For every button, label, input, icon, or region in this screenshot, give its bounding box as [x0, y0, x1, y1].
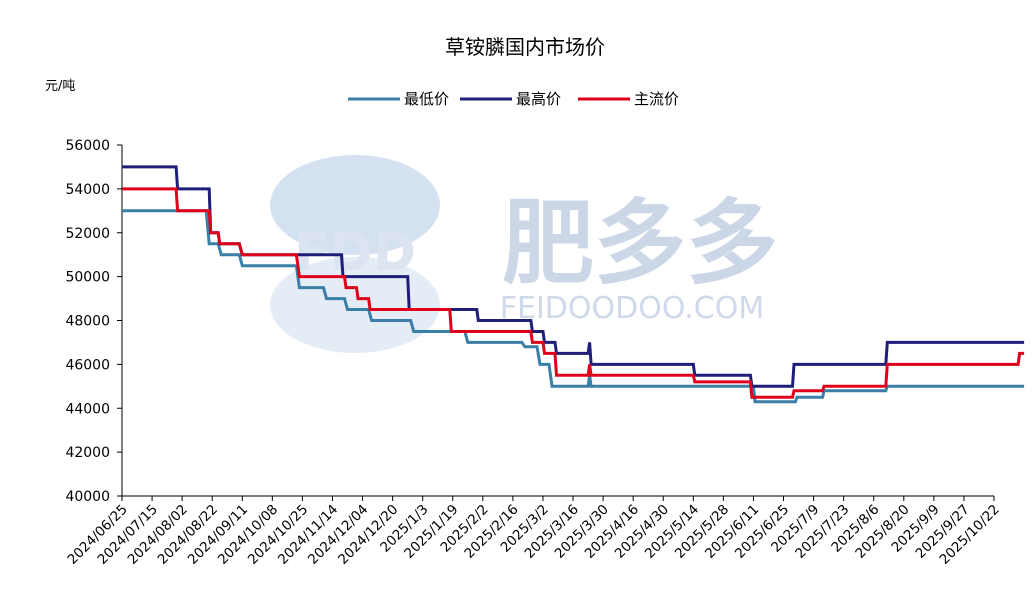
watermark-logo-bottom: [270, 257, 440, 353]
legend-label-3: 主流价: [634, 90, 679, 108]
legend-label-1: 最低价: [404, 90, 449, 108]
x-ticks: 2024/06/252024/07/152024/08/022024/08/22…: [64, 496, 1003, 568]
series-line-3: [122, 187, 1025, 399]
legend-label-2: 最高价: [516, 90, 561, 108]
watermark-logo-text: FDD: [294, 223, 416, 283]
legend: 最低价 最高价 主流价: [348, 90, 679, 108]
watermark-brand-cn: 肥多多: [502, 190, 778, 297]
y-tick-label: 44000: [65, 401, 110, 417]
watermark-brand-en: FEIDOODOO.COM: [500, 291, 764, 326]
watermark: FDD 肥多多 FEIDOODOO.COM: [270, 155, 778, 353]
series-group: [122, 165, 1025, 404]
y-ticks: 40000 42000 44000 46000 48000 50000 52000 54000…: [65, 138, 122, 505]
chart-title: 草铵膦国内市场价: [445, 35, 605, 59]
y-tick-label: 50000: [65, 270, 110, 286]
y-tick-label: 40000: [65, 489, 110, 505]
y-axis-unit: 元/吨: [45, 79, 75, 94]
y-tick-label: 54000: [65, 182, 110, 198]
y-tick-label: 52000: [65, 226, 110, 242]
watermark-logo-top: [270, 155, 440, 255]
y-tick-label: 46000: [65, 357, 110, 373]
y-tick-label: 42000: [65, 445, 110, 461]
y-tick-label: 48000: [65, 314, 110, 330]
y-tick-label: 56000: [65, 138, 110, 154]
series-line-1: [122, 209, 1025, 404]
